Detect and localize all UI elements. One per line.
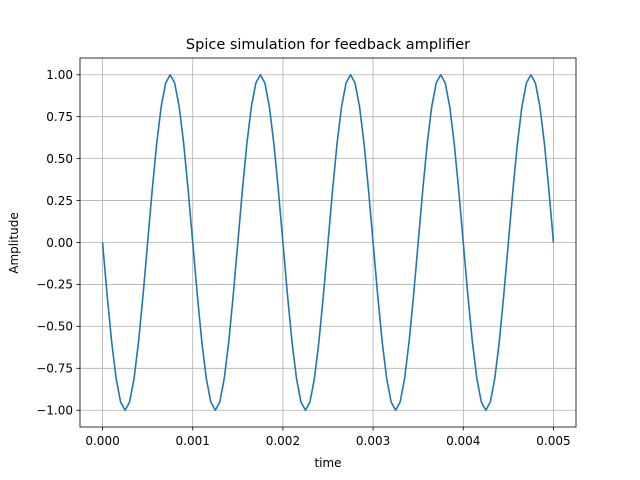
y-axis-label: Amplitude bbox=[7, 212, 21, 274]
y-tick-label: 0.75 bbox=[46, 110, 73, 124]
y-tick-label: −0.75 bbox=[36, 362, 73, 376]
y-tick-label: 0.00 bbox=[46, 236, 73, 250]
series-layer bbox=[101, 73, 555, 412]
y-tick-label: −0.50 bbox=[36, 320, 73, 334]
y-tick-label: 0.25 bbox=[46, 194, 73, 208]
y-tick-label: −0.25 bbox=[36, 278, 73, 292]
y-tick-label: 0.50 bbox=[46, 152, 73, 166]
x-axis: 0.000 0.001 0.002 0.003 0.004 0.005 bbox=[85, 427, 571, 448]
chart-title: Spice simulation for feedback amplifier bbox=[186, 37, 470, 53]
y-tick-label: 1.00 bbox=[46, 68, 73, 82]
x-tick-label: 0.004 bbox=[446, 434, 480, 448]
x-axis-label: time bbox=[314, 456, 341, 470]
x-tick-label: 0.000 bbox=[85, 434, 119, 448]
y-tick-label: −1.00 bbox=[36, 404, 73, 418]
y-axis: −1.00 −0.75 −0.50 −0.25 0.00 0.25 0.50 0.75 1.00 bbox=[36, 68, 80, 418]
x-tick-label: 0.001 bbox=[176, 434, 210, 448]
x-tick-label: 0.005 bbox=[536, 434, 570, 448]
x-tick-label: 0.002 bbox=[266, 434, 300, 448]
x-tick-label: 0.003 bbox=[356, 434, 390, 448]
series-line bbox=[101, 73, 555, 412]
